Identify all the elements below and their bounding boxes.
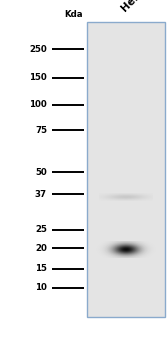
Text: 100: 100 <box>29 100 47 109</box>
Text: 10: 10 <box>35 284 47 292</box>
Text: 20: 20 <box>35 244 47 253</box>
Text: 37: 37 <box>35 190 47 199</box>
Text: HeLa: HeLa <box>119 0 147 14</box>
Text: 25: 25 <box>35 225 47 234</box>
Text: 15: 15 <box>35 264 47 273</box>
Text: 75: 75 <box>35 126 47 135</box>
Text: 50: 50 <box>35 168 47 177</box>
Bar <box>87 22 165 317</box>
Text: 250: 250 <box>29 45 47 53</box>
Text: Kda: Kda <box>65 9 83 19</box>
Text: 150: 150 <box>29 73 47 82</box>
